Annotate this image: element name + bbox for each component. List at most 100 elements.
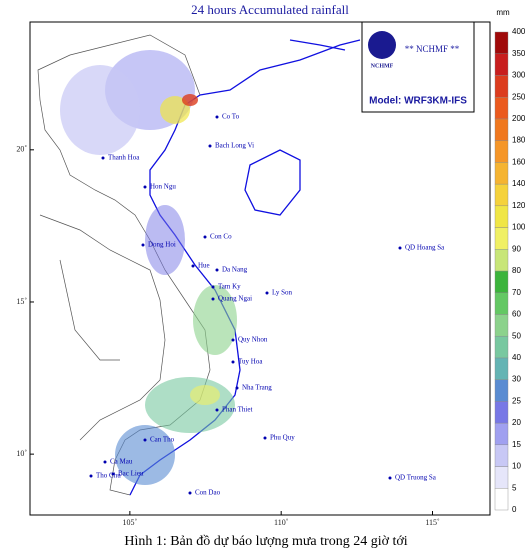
place-dot	[143, 438, 147, 442]
place-dot	[143, 185, 147, 189]
place-label: Quy Nhon	[238, 336, 268, 344]
colorbar-label: 200	[512, 114, 526, 123]
colorbar-label: 400	[512, 27, 526, 36]
place-label: Ca Mau	[110, 458, 133, 466]
lon-tick-label: 105˚	[123, 518, 138, 527]
colorbar-segment	[494, 75, 509, 98]
place-label: Bach Long Vi	[215, 142, 254, 150]
place-dot	[101, 156, 105, 160]
map-title: 24 hours Accumulated rainfall	[191, 2, 349, 17]
place-dot	[398, 246, 402, 250]
place-dot	[235, 386, 239, 390]
colorbar-label: 100	[512, 223, 526, 232]
place-dot	[103, 460, 107, 464]
lat-tick-label: 20˚	[16, 145, 27, 154]
colorbar-label: 60	[512, 310, 521, 319]
colorbar-segment	[494, 357, 509, 380]
colorbar-label: 250	[512, 92, 526, 101]
colorbar-segment	[494, 140, 509, 163]
colorbar-segment	[494, 162, 509, 185]
place-label: Can Tho	[150, 436, 175, 444]
colorbar-segment	[494, 183, 509, 207]
lon-tick-label: 110˚	[274, 518, 289, 527]
place-dot	[208, 144, 212, 148]
place-label: Co To	[222, 113, 240, 121]
place-dot	[211, 285, 215, 289]
colorbar-unit: mm	[496, 8, 510, 17]
place-dot	[215, 115, 219, 119]
rainfall-field	[60, 50, 237, 485]
logo-icon	[368, 31, 396, 59]
colorbar-segment	[494, 444, 509, 467]
coastline	[129, 39, 361, 496]
place-dot	[231, 338, 235, 342]
place-label: Quang Ngai	[218, 295, 252, 303]
colorbar-label: 20	[512, 418, 521, 427]
colorbar-segment	[494, 205, 509, 228]
colorbar-label: 15	[512, 440, 521, 449]
colorbar-label: 25	[512, 396, 521, 405]
caption: Hình 1: Bản đồ dự báo lượng mưa trong 24…	[124, 534, 407, 549]
colorbar-segment	[494, 335, 509, 359]
lon-tick-label: 115˚	[425, 518, 440, 527]
logo-tag: ** NCHMF **	[405, 44, 460, 54]
place-label: Tho Chu	[96, 472, 121, 480]
place-dot	[215, 408, 219, 412]
place-label: Bac Lieu	[118, 470, 144, 478]
colorbar-segment	[494, 379, 509, 402]
place-label: Da Nang	[222, 266, 248, 274]
place-label: Thanh Hoa	[108, 154, 140, 162]
place-dot	[188, 491, 192, 495]
place-label: Con Co	[210, 233, 232, 241]
colorbar-segment	[494, 270, 509, 293]
place-label: Con Dao	[195, 489, 221, 497]
colorbar-segment	[494, 96, 509, 120]
place-dot	[141, 243, 145, 247]
place-label: Hue	[198, 262, 210, 270]
colorbar-segment	[494, 53, 509, 76]
place-label: Phan Thiet	[222, 406, 252, 414]
colorbar-label: 160	[512, 157, 526, 166]
place-dot	[263, 436, 267, 440]
place-dot	[111, 472, 115, 476]
colorbar-segment	[494, 227, 509, 250]
place-label: Ly Son	[272, 289, 293, 297]
colorbar-segment	[494, 249, 509, 272]
colorbar-segment	[494, 314, 509, 337]
colorbar-label: 300	[512, 71, 526, 80]
colorbar-label: 5	[512, 483, 517, 492]
logo-badge: NCHMF	[371, 63, 394, 69]
colorbar-segment	[494, 292, 509, 315]
place-label: Tam Ky	[218, 283, 241, 291]
colorbar-label: 30	[512, 375, 521, 384]
place-dot	[191, 264, 195, 268]
colorbar-label: 10	[512, 462, 521, 471]
place-label: Tuy Hoa	[238, 358, 263, 366]
colorbar-segment	[494, 31, 509, 54]
colorbar-label: 70	[512, 288, 521, 297]
place-dot	[203, 235, 207, 239]
place-label: Nha Trang	[242, 384, 272, 392]
colorbar-label: 40	[512, 353, 521, 362]
colorbar-segment	[494, 488, 509, 511]
colorbar-segment	[494, 422, 509, 446]
colorbar-label: 0	[512, 505, 517, 514]
place-label: Phu Quy	[270, 434, 295, 442]
colorbar-label: 140	[512, 179, 526, 188]
colorbar-label: 180	[512, 136, 526, 145]
place-label: Hon Ngu	[150, 183, 176, 191]
model-label: Model: WRF3KM-IFS	[369, 96, 467, 107]
colorbar-label: 50	[512, 331, 521, 340]
lat-tick-label: 15˚	[16, 297, 27, 306]
colorbar-segment	[494, 118, 509, 141]
place-dot	[231, 360, 235, 364]
colorbar-segment	[494, 401, 509, 424]
place-dot	[388, 476, 392, 480]
place-label: QD Truong Sa	[395, 474, 437, 482]
place-dot	[265, 291, 269, 295]
place-label: QD Hoang Sa	[405, 244, 445, 252]
place-label: Dong Hoi	[148, 241, 176, 249]
colorbar-label: 90	[512, 244, 521, 253]
